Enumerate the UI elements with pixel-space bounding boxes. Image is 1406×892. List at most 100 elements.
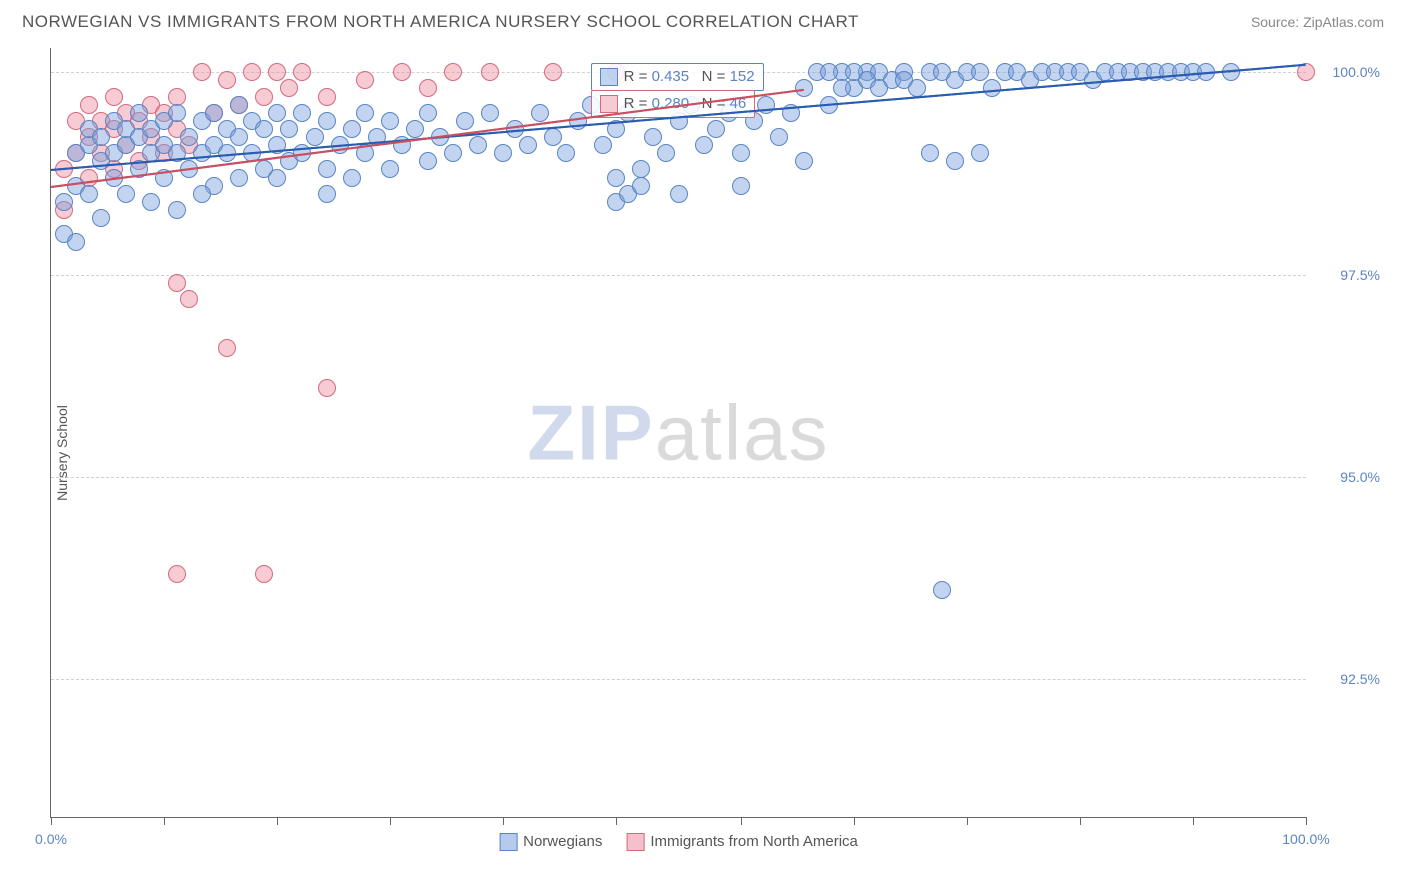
data-point: [381, 112, 399, 130]
x-tick: [967, 817, 968, 825]
x-tick: [1306, 817, 1307, 825]
x-tick: [51, 817, 52, 825]
data-point: [255, 565, 273, 583]
header: NORWEGIAN VS IMMIGRANTS FROM NORTH AMERI…: [0, 0, 1406, 38]
data-point: [707, 120, 725, 138]
legend-swatch-pink: [626, 833, 644, 851]
gridline: [51, 477, 1306, 478]
x-tick: [616, 817, 617, 825]
data-point: [921, 144, 939, 162]
data-point: [243, 63, 261, 81]
data-point: [67, 233, 85, 251]
data-point: [168, 274, 186, 292]
data-point: [644, 128, 662, 146]
data-point: [318, 112, 336, 130]
x-tick: [1193, 817, 1194, 825]
data-point: [481, 104, 499, 122]
data-point: [117, 185, 135, 203]
data-point: [92, 209, 110, 227]
data-point: [381, 160, 399, 178]
data-point: [293, 104, 311, 122]
data-point: [255, 88, 273, 106]
data-point: [142, 193, 160, 211]
x-tick: [741, 817, 742, 825]
data-point: [193, 63, 211, 81]
data-point: [895, 71, 913, 89]
data-point: [193, 185, 211, 203]
data-point: [280, 79, 298, 97]
data-point: [318, 379, 336, 397]
data-point: [933, 581, 951, 599]
data-point: [168, 565, 186, 583]
data-point: [695, 136, 713, 154]
data-point: [833, 79, 851, 97]
data-point: [444, 63, 462, 81]
x-tick: [503, 817, 504, 825]
data-point: [205, 104, 223, 122]
legend-item-immigrants: Immigrants from North America: [626, 833, 858, 851]
data-point: [55, 193, 73, 211]
x-tick: [164, 817, 165, 825]
x-tick: [277, 817, 278, 825]
source-attribution: Source: ZipAtlas.com: [1251, 14, 1384, 30]
data-point: [343, 169, 361, 187]
data-point: [168, 201, 186, 219]
chart-title: NORWEGIAN VS IMMIGRANTS FROM NORTH AMERI…: [22, 12, 859, 32]
data-point: [494, 144, 512, 162]
y-tick-label: 97.5%: [1314, 267, 1380, 283]
data-point: [657, 144, 675, 162]
data-point: [544, 128, 562, 146]
data-point: [230, 96, 248, 114]
data-point: [293, 63, 311, 81]
data-point: [544, 63, 562, 81]
x-tick: [390, 817, 391, 825]
x-tick: [854, 817, 855, 825]
data-point: [444, 144, 462, 162]
data-point: [795, 152, 813, 170]
y-tick-label: 92.5%: [1314, 671, 1380, 687]
data-point: [456, 112, 474, 130]
data-point: [971, 144, 989, 162]
data-point: [519, 136, 537, 154]
data-point: [971, 63, 989, 81]
source-link[interactable]: ZipAtlas.com: [1303, 14, 1384, 30]
plot-region: ZIPatlas Norwegians Immigrants from Nort…: [50, 48, 1306, 818]
data-point: [393, 63, 411, 81]
data-point: [80, 96, 98, 114]
data-point: [820, 63, 838, 81]
data-point: [268, 169, 286, 187]
data-point: [318, 185, 336, 203]
data-point: [632, 177, 650, 195]
data-point: [230, 169, 248, 187]
chart-area: Nursery School ZIPatlas Norwegians Immig…: [50, 48, 1386, 858]
data-point: [255, 120, 273, 138]
data-point: [607, 169, 625, 187]
data-point: [268, 63, 286, 81]
legend-swatch-blue: [499, 833, 517, 851]
data-point: [770, 128, 788, 146]
watermark: ZIPatlas: [527, 387, 829, 478]
data-point: [180, 290, 198, 308]
data-point: [419, 79, 437, 97]
data-point: [218, 71, 236, 89]
data-point: [670, 185, 688, 203]
data-point: [280, 120, 298, 138]
data-point: [180, 128, 198, 146]
legend-bottom: Norwegians Immigrants from North America: [499, 833, 858, 851]
data-point: [557, 144, 575, 162]
data-point: [218, 339, 236, 357]
data-point: [230, 128, 248, 146]
stats-legend-row: R = 0.435 N = 152: [591, 63, 764, 91]
x-tick-label: 100.0%: [1282, 831, 1329, 847]
data-point: [795, 79, 813, 97]
data-point: [105, 88, 123, 106]
data-point: [732, 177, 750, 195]
data-point: [306, 128, 324, 146]
x-tick-label: 0.0%: [35, 831, 67, 847]
data-point: [419, 104, 437, 122]
data-point: [343, 120, 361, 138]
data-point: [318, 160, 336, 178]
data-point: [594, 136, 612, 154]
data-point: [356, 71, 374, 89]
data-point: [318, 88, 336, 106]
